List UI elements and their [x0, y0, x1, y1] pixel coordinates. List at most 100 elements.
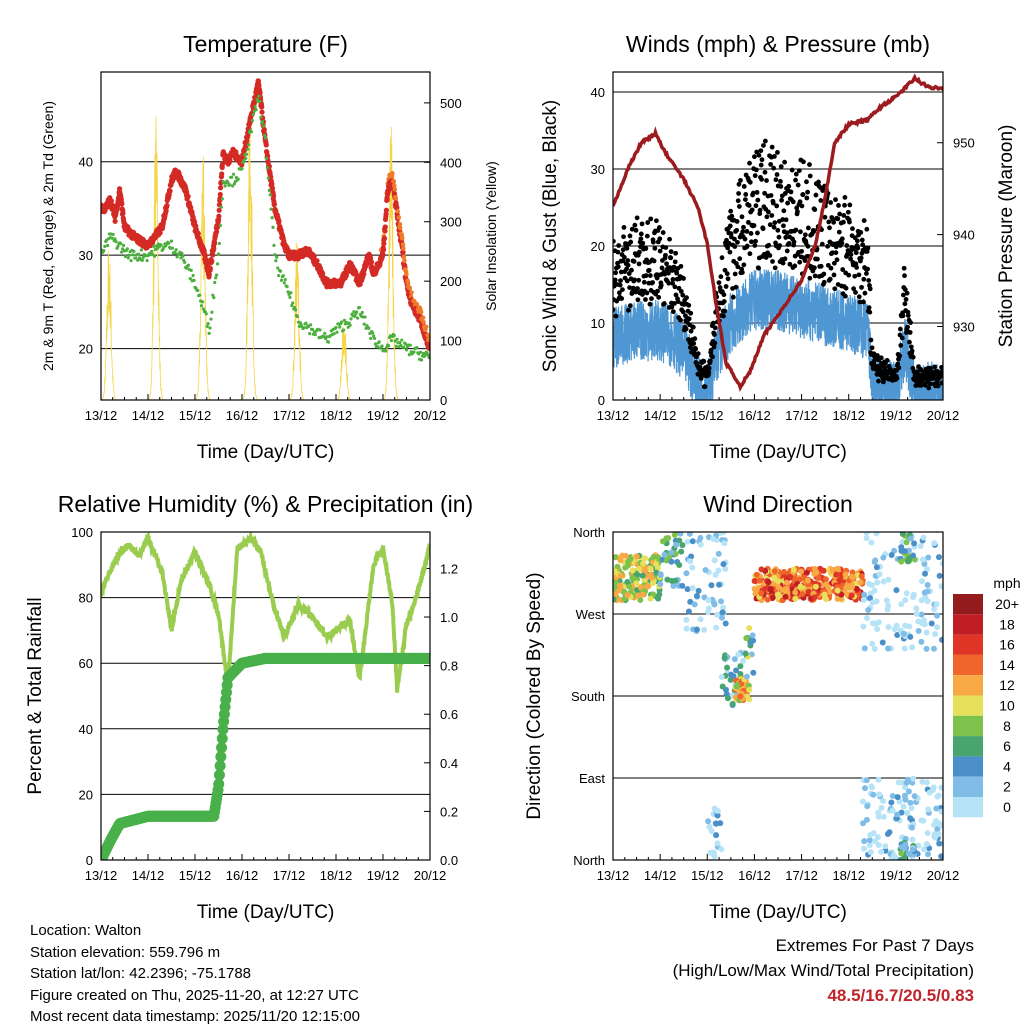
- temperature-9m-point: [421, 319, 426, 325]
- gust-point: [690, 324, 696, 330]
- direction-point: [932, 834, 939, 841]
- direction-point: [867, 849, 874, 856]
- direction-point: [629, 567, 636, 574]
- direction-point: [863, 816, 870, 823]
- direction-point: [920, 846, 927, 853]
- gust-point: [754, 189, 760, 195]
- dewpoint-point: [215, 273, 219, 277]
- gust-point: [671, 264, 677, 270]
- gust-point: [686, 302, 692, 308]
- gust-point: [659, 265, 665, 271]
- gust-point: [698, 375, 704, 381]
- gust-point: [797, 259, 803, 265]
- plot-area: [101, 532, 430, 860]
- temperature-point: [261, 126, 267, 133]
- legend-label: 12: [999, 677, 1015, 693]
- direction-point: [875, 776, 882, 783]
- temperature-9m-point: [400, 242, 406, 247]
- gust-point: [841, 219, 846, 225]
- temperature-point: [271, 201, 278, 207]
- precip-point: [213, 778, 225, 790]
- gust-point: [866, 305, 872, 311]
- direction-point: [657, 581, 664, 588]
- temperature-9m-point: [399, 236, 405, 241]
- gust-point: [784, 230, 790, 236]
- dewpoint-point: [348, 323, 352, 327]
- direction-point: [938, 583, 943, 590]
- gust-point: [874, 353, 880, 358]
- x-tick-label: 16/12: [226, 868, 259, 883]
- dewpoint-point: [145, 258, 149, 263]
- gust-point: [772, 154, 777, 159]
- gust-point: [636, 277, 642, 283]
- direction-point: [933, 601, 940, 608]
- direction-point: [743, 635, 750, 642]
- gust-point: [842, 195, 848, 200]
- gust-point: [669, 304, 675, 310]
- direction-point: [871, 645, 878, 652]
- dewpoint-point: [384, 349, 388, 353]
- direction-point: [920, 534, 927, 541]
- gust-point: [712, 325, 718, 331]
- direction-point: [718, 614, 725, 621]
- temperature-point: [269, 181, 275, 187]
- gust-point: [784, 248, 790, 254]
- legend-swatch: [953, 675, 983, 696]
- gust-point: [807, 275, 813, 281]
- direction-point: [668, 549, 675, 556]
- dewpoint-point: [281, 274, 285, 278]
- direction-point: [617, 557, 624, 564]
- gust-point: [627, 303, 633, 309]
- direction-point: [799, 591, 806, 598]
- direction-point: [878, 804, 885, 811]
- legend-swatch: [953, 654, 983, 676]
- direction-point: [935, 554, 942, 561]
- direction-point: [876, 791, 883, 798]
- direction-point: [750, 637, 757, 644]
- temperature-point: [217, 185, 224, 191]
- direction-point: [676, 537, 683, 544]
- gust-point: [795, 182, 801, 188]
- gust-point: [853, 290, 858, 295]
- direction-point: [911, 793, 918, 800]
- direction-point: [907, 535, 914, 542]
- direction-point: [657, 571, 664, 578]
- direction-point: [683, 625, 690, 632]
- direction-point: [679, 582, 686, 589]
- temperature-point: [382, 224, 388, 230]
- gust-point: [742, 197, 748, 202]
- gust-point: [762, 190, 768, 196]
- y-tick-label: 80: [79, 591, 93, 606]
- gust-point: [908, 320, 913, 325]
- gust-point: [835, 216, 841, 222]
- gust-point: [856, 294, 862, 300]
- direction-point: [848, 573, 855, 580]
- gust-point: [830, 250, 835, 256]
- gust-point: [739, 270, 745, 275]
- direction-point: [687, 558, 694, 565]
- temperature-9m-point: [395, 208, 400, 214]
- gust-point: [639, 221, 645, 227]
- dewpoint-point: [209, 317, 213, 321]
- direction-point: [861, 645, 868, 652]
- direction-point: [894, 632, 901, 639]
- dewpoint-point: [262, 133, 267, 137]
- gust-point: [695, 351, 701, 357]
- gust-point: [769, 144, 775, 150]
- dewpoint-point: [285, 285, 289, 289]
- dewpoint-point: [188, 277, 192, 281]
- dewpoint-point: [207, 331, 211, 335]
- gust-point: [845, 209, 851, 215]
- dewpoint-point: [169, 239, 174, 243]
- temperature-point: [209, 258, 215, 264]
- temperature-point: [112, 218, 118, 224]
- direction-point: [874, 626, 881, 633]
- plot-area: [613, 532, 943, 860]
- gust-point: [708, 347, 714, 353]
- dewpoint-point: [369, 336, 373, 341]
- gust-point: [802, 232, 808, 238]
- gust-point: [647, 273, 653, 278]
- temperature-9m-point: [407, 285, 413, 291]
- x-tick-label: 13/12: [85, 868, 118, 883]
- gust-point: [782, 190, 788, 196]
